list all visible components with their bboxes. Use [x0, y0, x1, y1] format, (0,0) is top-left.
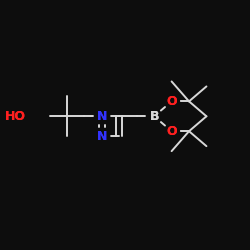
Text: HO: HO: [5, 110, 26, 123]
Text: HO: HO: [5, 110, 26, 123]
Text: B: B: [150, 110, 159, 123]
Text: B: B: [150, 110, 159, 123]
Text: N: N: [97, 130, 107, 143]
Text: O: O: [166, 95, 177, 108]
Text: O: O: [166, 125, 177, 138]
Text: O: O: [166, 95, 177, 108]
Text: N: N: [97, 130, 107, 143]
Text: O: O: [166, 125, 177, 138]
Text: N: N: [97, 110, 107, 123]
Text: N: N: [97, 110, 107, 123]
